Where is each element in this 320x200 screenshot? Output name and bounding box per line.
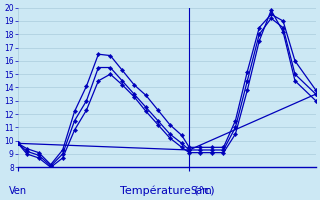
Text: Ven: Ven xyxy=(9,186,27,196)
X-axis label: Température (°c): Température (°c) xyxy=(120,185,214,196)
Text: Sam: Sam xyxy=(190,186,212,196)
